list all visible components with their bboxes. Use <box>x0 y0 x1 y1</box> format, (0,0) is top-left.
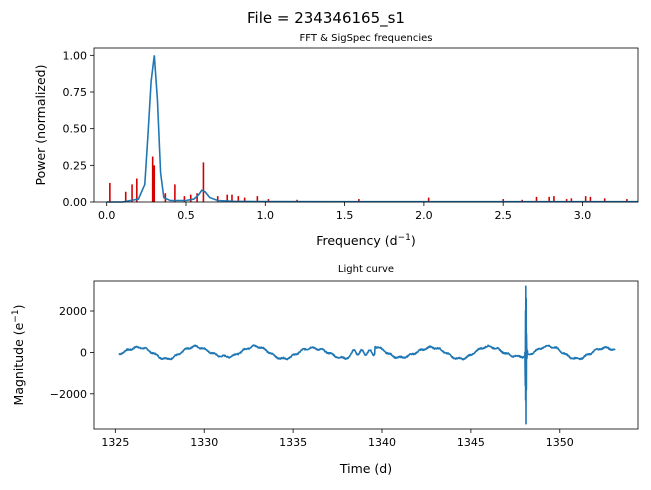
fft-plot-area <box>106 55 638 203</box>
lightcurve-title: Light curve <box>338 264 394 275</box>
fft-y-tick-label: 0.50 <box>63 123 88 136</box>
fft-title: FFT & SigSpec frequencies <box>300 33 433 44</box>
fft-ylabel: Power (normalized) <box>33 65 48 186</box>
fft-panel: FFT & SigSpec frequencies 0.0 0.5 1.0 1.5 2.… <box>33 33 639 248</box>
lightcurve-xlabel: Time (d) <box>339 461 392 476</box>
fft-x-tick-label: 3.0 <box>574 209 592 222</box>
fft-x-tick-label: 2.0 <box>415 209 433 222</box>
fft-x-tick-label: 1.0 <box>257 209 275 222</box>
figure-suptitle: File = 234346165_s1 <box>247 9 405 28</box>
fft-x-ticks: 0.0 0.5 1.0 1.5 2.0 2.5 3.0 <box>98 202 591 222</box>
lightcurve-x-tick-label: 1325 <box>101 436 129 449</box>
lightcurve-ylabel: Magnitude (e−1) <box>11 305 26 406</box>
fft-x-tick-label: 2.5 <box>494 209 512 222</box>
fft-xlabel-close: ) <box>411 233 416 248</box>
lightcurve-y-tick-label: −2000 <box>50 388 87 401</box>
lightcurve-axes-frame <box>93 280 639 430</box>
lightcurve-ylabel-close: ) <box>11 305 26 310</box>
lightcurve-x-tick-label: 1345 <box>457 436 485 449</box>
fft-y-ticks: 0.00 0.25 0.50 0.75 1.00 <box>63 49 94 209</box>
fft-y-tick-label: 0.75 <box>63 86 88 99</box>
lightcurve-plot-area <box>118 285 616 425</box>
fft-xlabel-superscript: −1 <box>398 233 411 243</box>
fft-y-tick-label: 0.00 <box>63 196 88 209</box>
lightcurve-series-line <box>118 285 616 425</box>
lightcurve-x-tick-label: 1340 <box>368 436 396 449</box>
lightcurve-x-tick-label: 1335 <box>279 436 307 449</box>
fft-xlabel: Frequency (d−1) <box>316 233 416 248</box>
fft-axes-frame <box>93 47 639 203</box>
fft-x-tick-label: 1.5 <box>336 209 354 222</box>
fft-x-tick-label: 0.5 <box>177 209 195 222</box>
lightcurve-y-ticks: −2000 0 2000 <box>50 305 94 401</box>
lightcurve-ylabel-text: Magnitude (e <box>11 322 26 405</box>
fft-y-tick-label: 1.00 <box>63 49 88 62</box>
lightcurve-ylabel-superscript: −1 <box>11 309 21 322</box>
lightcurve-x-tick-label: 1350 <box>546 436 574 449</box>
lightcurve-x-ticks: 1325 1330 1335 1340 1345 1350 <box>101 429 574 449</box>
fft-series-line <box>106 55 638 203</box>
fft-x-tick-label: 0.0 <box>98 209 116 222</box>
fft-y-tick-label: 0.25 <box>63 159 88 172</box>
lightcurve-panel: Light curve 1325 1330 1335 1340 1345 1350 −20… <box>11 264 639 476</box>
lightcurve-y-tick-label: 2000 <box>59 305 87 318</box>
fft-xlabel-text: Frequency (d <box>316 233 397 248</box>
lightcurve-y-tick-label: 0 <box>80 346 87 359</box>
lightcurve-x-tick-label: 1330 <box>190 436 218 449</box>
